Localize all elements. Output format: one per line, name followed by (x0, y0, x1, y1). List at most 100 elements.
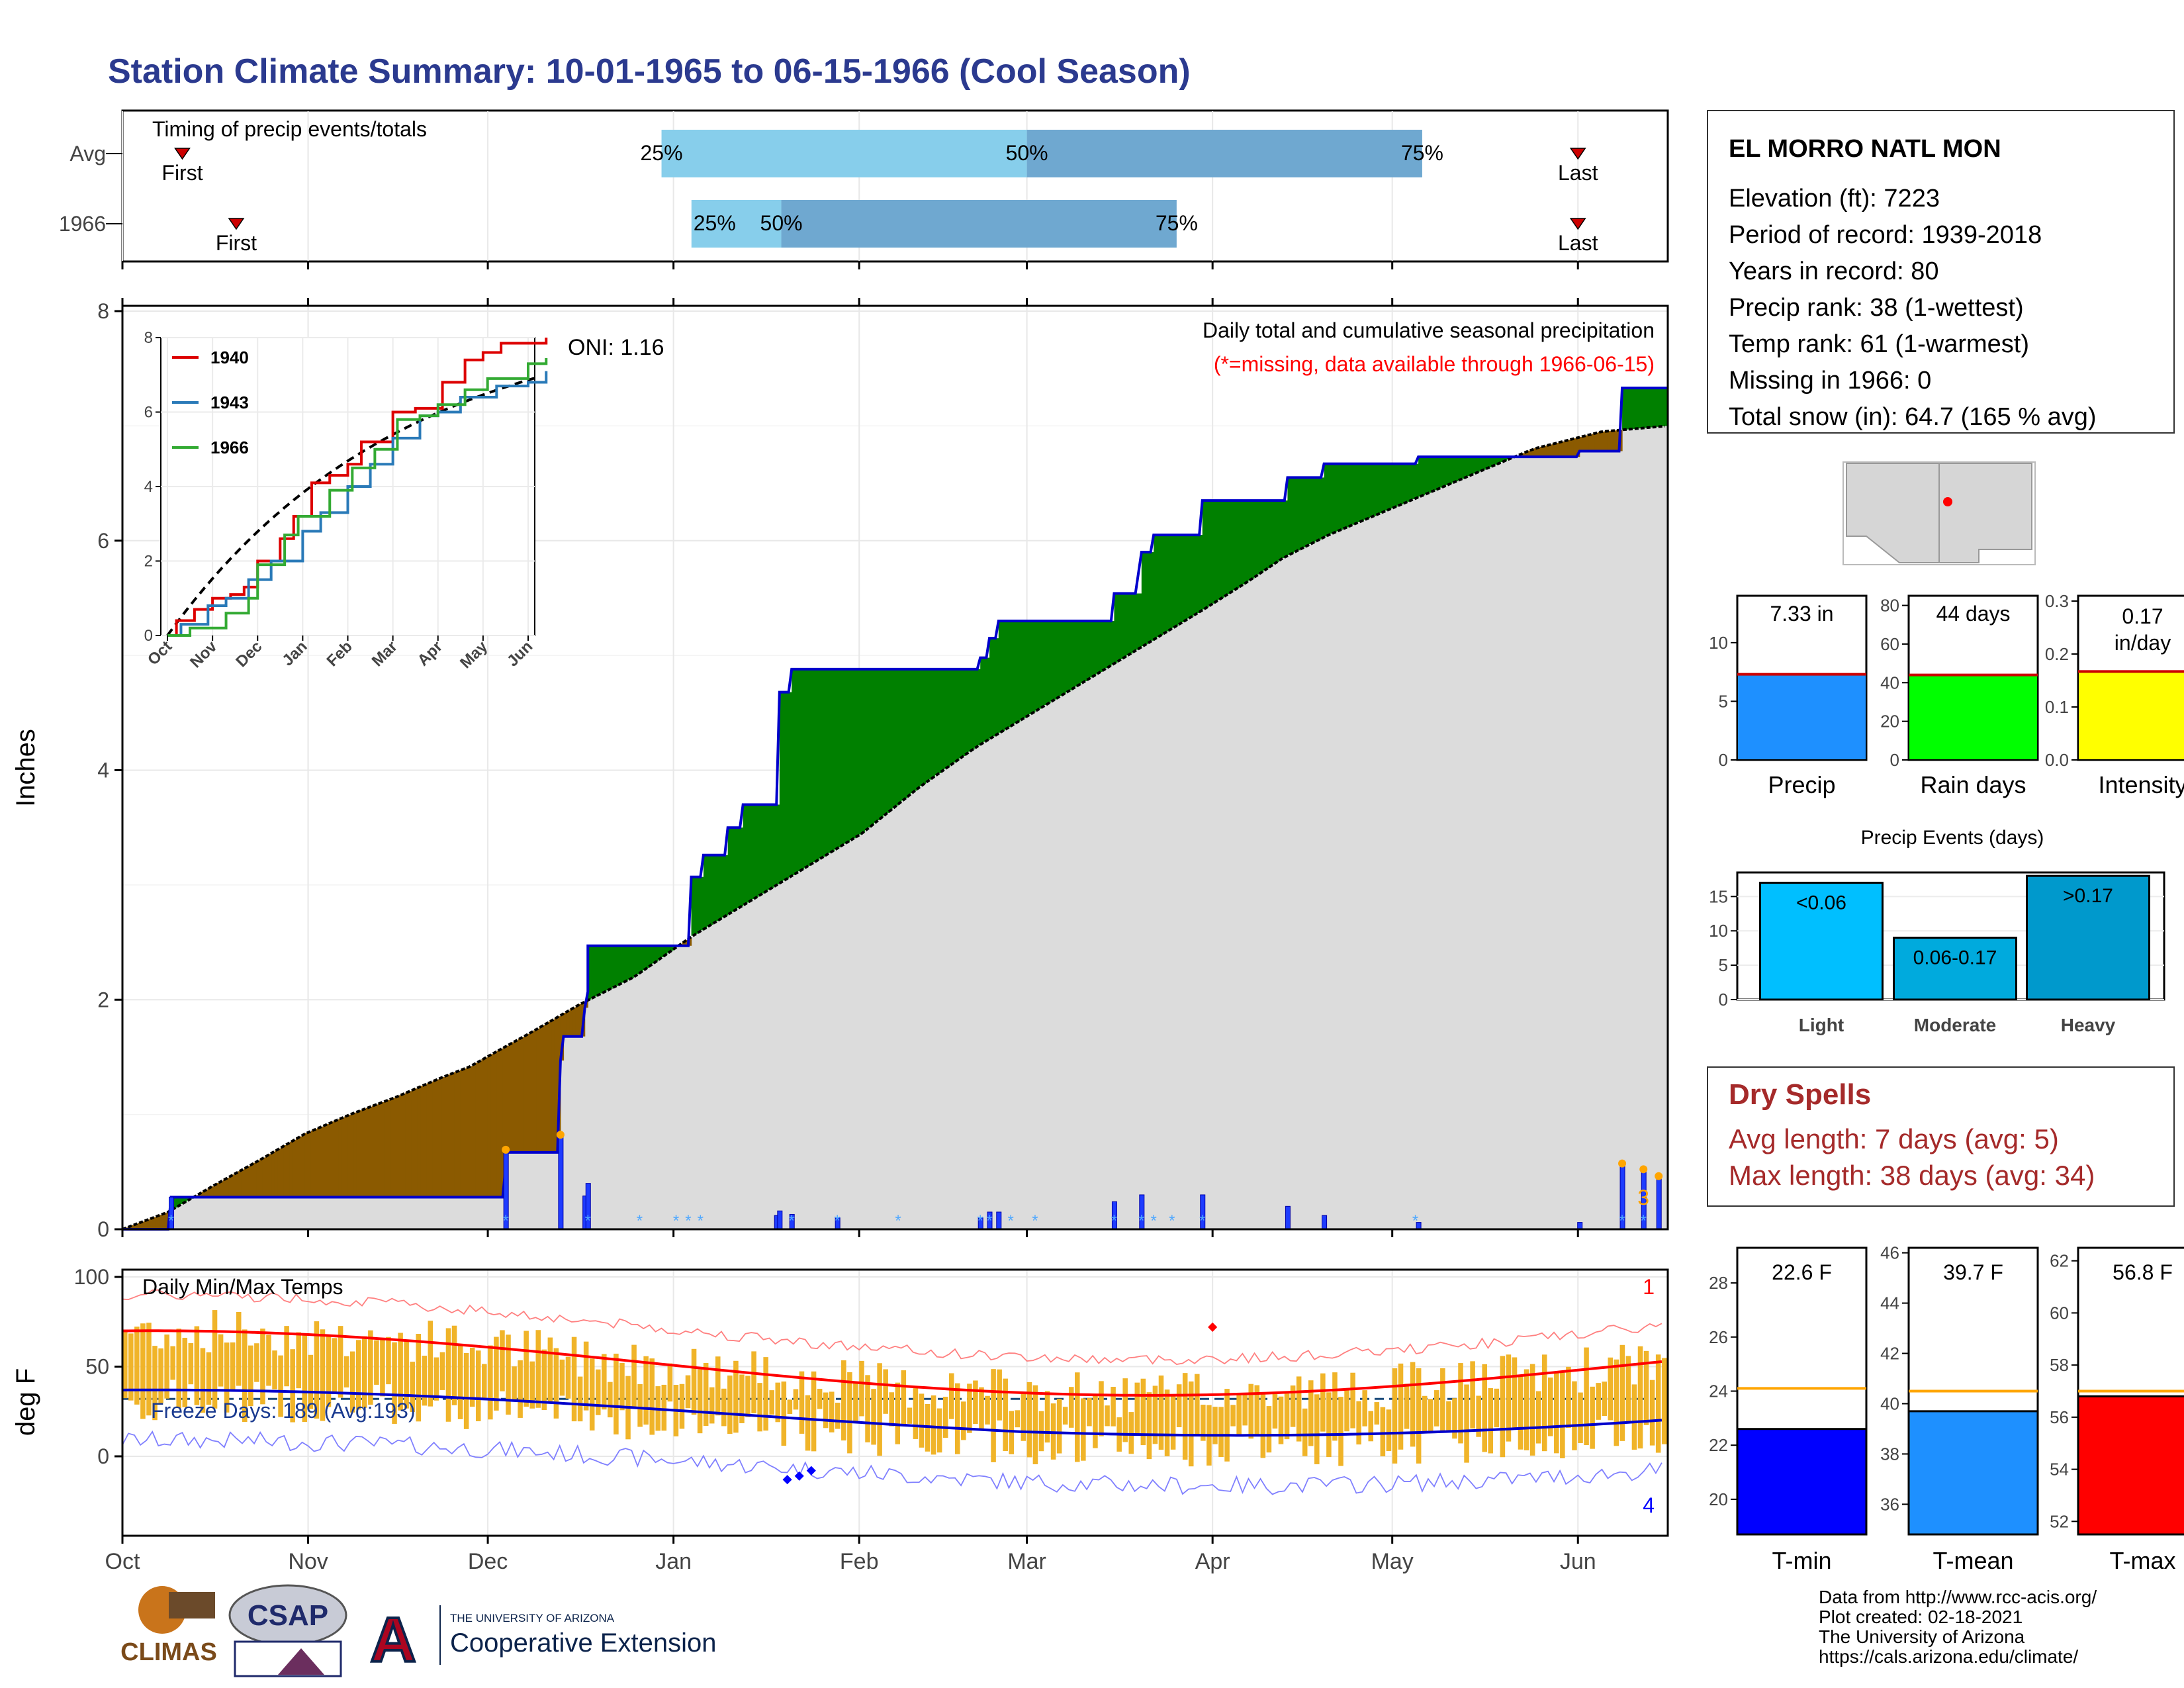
surplus-band (825, 669, 829, 855)
temp-summary-value-label: 39.7 F (1943, 1260, 2003, 1284)
surplus-band (1646, 388, 1651, 428)
deficit-band (271, 1152, 275, 1197)
surplus-band (959, 669, 963, 759)
surplus-band (1369, 463, 1373, 518)
deficit-band (210, 1186, 214, 1197)
precip-legend-title: Daily total and cumulative seasonal prec… (1203, 318, 1655, 342)
timing-q75-label: 75% (1401, 141, 1443, 165)
surplus-band (186, 1197, 190, 1201)
ua-logo: A THE UNIVERSITY OF ARIZONA Cooperative … (363, 1603, 716, 1677)
surplus-band (883, 669, 887, 816)
daily-temp-range-bar (469, 1347, 475, 1407)
surplus-band (889, 669, 893, 811)
deficit-band (238, 1171, 242, 1197)
surplus-band (1333, 463, 1337, 533)
surplus-band (925, 669, 929, 782)
temp-summary-tick-label: 62 (2050, 1251, 2069, 1271)
surplus-band (822, 669, 826, 857)
station-info-line: Temp rank: 61 (1-warmest) (1729, 330, 2029, 358)
deficit-band (250, 1164, 254, 1197)
daily-temp-range-bar (1488, 1388, 1494, 1454)
surplus-band (1321, 477, 1325, 538)
timing-panel: Timing of precip events/totals Avg 1966 … (59, 109, 1669, 269)
summary-y-tick-label: 0.2 (2045, 644, 2069, 664)
inset-y-tick-label: 4 (144, 478, 153, 496)
surplus-band (618, 945, 622, 984)
deficit-band (314, 1129, 318, 1197)
daily-temp-range-bar (194, 1326, 200, 1405)
daily-temp-range-bar (721, 1388, 727, 1427)
surplus-band (995, 638, 999, 735)
daily-temp-range-bar (853, 1382, 858, 1422)
temp-summary-tick-label: 36 (1880, 1494, 1899, 1514)
events-y-tick-label: 0 (1719, 990, 1728, 1009)
csap-logo-text: CSAP (248, 1599, 328, 1632)
surplus-band (1263, 500, 1267, 571)
surplus-band (1649, 388, 1653, 428)
daily-temp-range-bar (1170, 1395, 1176, 1450)
surplus-band (922, 669, 927, 784)
surplus-band (1381, 463, 1386, 512)
surplus-band (666, 945, 670, 953)
deficit-band (1531, 449, 1535, 457)
daily-temp-range-bar (979, 1387, 984, 1430)
daily-temp-range-bar (1224, 1389, 1230, 1462)
surplus-band (1379, 463, 1383, 514)
daily-temp-range-bar (697, 1369, 703, 1434)
surplus-band (910, 669, 914, 794)
daily-temp-range-bar (1422, 1395, 1428, 1432)
deficit-band (353, 1112, 357, 1197)
temp-y-tick-label: 50 (85, 1355, 109, 1379)
deficit-band (688, 937, 692, 946)
Intensity-bar (2077, 671, 2184, 761)
temp-summary-tick-label: 38 (1880, 1444, 1899, 1464)
temp-summary-tick-label: 60 (2050, 1303, 2069, 1323)
surplus-band (1278, 500, 1282, 561)
daily-temp-range-bar (1003, 1378, 1008, 1452)
temp-summary-tick-label: 56 (2050, 1407, 2069, 1427)
timing-bars: 25% 50% 75% First Last 25% 50% 75% First Last (106, 130, 1598, 255)
surplus-band (1026, 621, 1030, 716)
deficit-band (265, 1156, 269, 1197)
surplus-band (612, 945, 616, 988)
daily-temp-range-bar (1009, 1411, 1015, 1454)
surplus-band (1150, 552, 1154, 641)
temp-summary-label: T-min (1772, 1547, 1832, 1574)
summary-bar-label: Rain days (1920, 771, 2026, 798)
surplus-band (1622, 388, 1626, 430)
footer-credit-line: https://cals.arizona.edu/climate/ (1819, 1646, 2078, 1667)
daily-temp-range-bar (212, 1310, 218, 1409)
summary-y-tick-label: 0 (1890, 750, 1899, 770)
timing-q25-q50-bar (691, 200, 782, 248)
summary-y-tick-label: 0.0 (2045, 750, 2069, 770)
daily-temp-range-bar (1075, 1372, 1080, 1462)
surplus-band (901, 669, 905, 801)
surplus-band (1661, 388, 1666, 426)
surplus-band (1637, 388, 1641, 429)
surplus-band (1065, 621, 1069, 692)
daily-temp-range-bar (1266, 1406, 1272, 1453)
daily-temp-range-bar (529, 1361, 535, 1409)
surplus-band (1087, 621, 1091, 680)
daily-temp-range-bar (1518, 1375, 1524, 1450)
surplus-band (1406, 463, 1410, 502)
surplus-band (852, 669, 856, 839)
daily-temp-range-bar (1248, 1383, 1254, 1439)
deficit-band (244, 1168, 248, 1197)
daily-temp-range-bar (619, 1363, 625, 1411)
deficit-band (539, 1027, 543, 1152)
deficit-band (226, 1178, 230, 1197)
surplus-band (868, 669, 872, 828)
surplus-band (1467, 457, 1471, 477)
deficit-band (222, 1180, 226, 1197)
surplus-band (1363, 463, 1367, 520)
surplus-band (749, 804, 753, 901)
deficit-band (1573, 438, 1577, 457)
deficit-band (375, 1104, 379, 1197)
surplus-band (1114, 593, 1118, 663)
deficit-band (542, 1025, 546, 1152)
daily-temp-range-bar (1452, 1398, 1457, 1439)
snow-marker: * (1138, 1212, 1144, 1230)
daily-temp-range-bar (787, 1399, 793, 1415)
daily-temp-range-bar (1464, 1384, 1469, 1463)
